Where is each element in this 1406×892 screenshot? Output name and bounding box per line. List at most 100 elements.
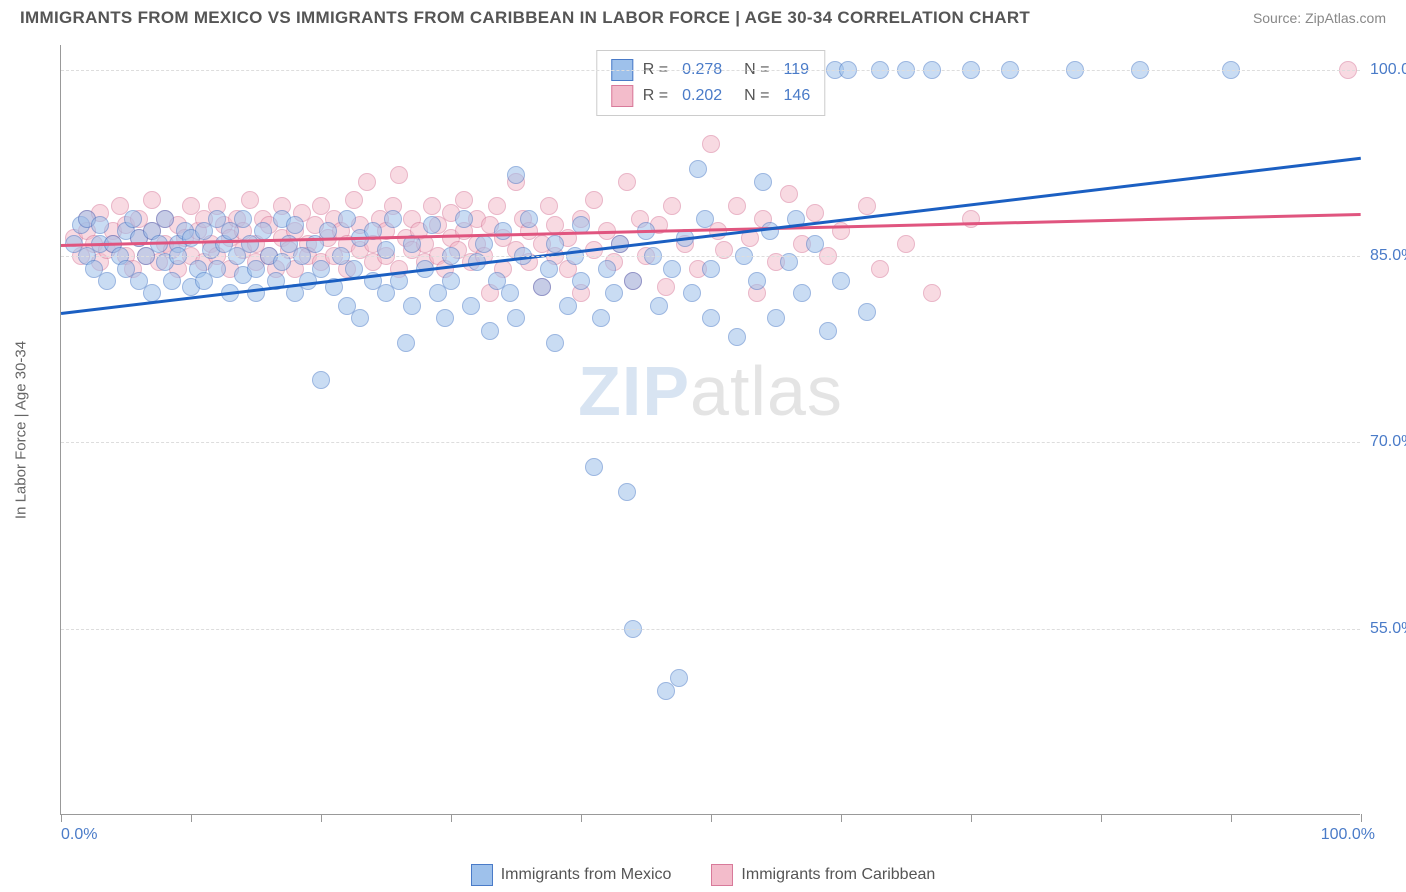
data-point [858, 197, 876, 215]
legend-label: Immigrants from Caribbean [741, 866, 935, 884]
data-point [663, 260, 681, 278]
data-point [670, 669, 688, 687]
data-point [650, 297, 668, 315]
data-point [546, 235, 564, 253]
data-point [423, 197, 441, 215]
data-point [390, 166, 408, 184]
data-point [923, 284, 941, 302]
data-point [488, 197, 506, 215]
legend-item: Immigrants from Caribbean [711, 864, 935, 886]
data-point [501, 284, 519, 302]
data-point [241, 191, 259, 209]
data-point [436, 309, 454, 327]
x-tick [1361, 814, 1362, 822]
data-point [585, 458, 603, 476]
data-point [423, 216, 441, 234]
data-point [592, 309, 610, 327]
data-point [403, 297, 421, 315]
scatter-plot [61, 45, 1360, 814]
chart-title: IMMIGRANTS FROM MEXICO VS IMMIGRANTS FRO… [20, 8, 1030, 28]
data-point [397, 334, 415, 352]
data-point [657, 278, 675, 296]
data-point [806, 204, 824, 222]
x-tick [1231, 814, 1232, 822]
data-point [819, 322, 837, 340]
x-tick [451, 814, 452, 822]
data-point [702, 135, 720, 153]
data-point [91, 216, 109, 234]
data-point [793, 284, 811, 302]
data-point [618, 173, 636, 191]
data-point [832, 272, 850, 290]
data-point [533, 278, 551, 296]
legend-swatch [711, 864, 733, 886]
data-point [358, 173, 376, 191]
data-point [208, 260, 226, 278]
data-point [754, 173, 772, 191]
y-tick-label: 70.0% [1370, 433, 1406, 451]
x-tick [321, 814, 322, 822]
r-label: R = [643, 87, 668, 105]
data-point [455, 191, 473, 209]
data-point [384, 210, 402, 228]
data-point [585, 191, 603, 209]
y-tick-label: 100.0% [1370, 61, 1406, 79]
data-point [345, 260, 363, 278]
data-point [728, 197, 746, 215]
data-point [98, 272, 116, 290]
y-axis-label: In Labor Force | Age 30-34 [13, 340, 30, 518]
data-point [234, 210, 252, 228]
legend-swatch [611, 85, 633, 107]
x-tick [971, 814, 972, 822]
data-point [559, 297, 577, 315]
data-point [709, 222, 727, 240]
data-point [897, 235, 915, 253]
data-point [143, 191, 161, 209]
data-point [689, 160, 707, 178]
data-point [663, 197, 681, 215]
n-value: 146 [780, 87, 811, 105]
r-value: 0.202 [678, 87, 722, 105]
data-point [455, 210, 473, 228]
legend-item: Immigrants from Mexico [471, 864, 672, 886]
grid-line [61, 442, 1360, 443]
data-point [345, 191, 363, 209]
x-axis-min-label: 0.0% [61, 826, 97, 844]
data-point [124, 210, 142, 228]
data-point [462, 297, 480, 315]
n-label: N = [744, 87, 769, 105]
data-point [696, 210, 714, 228]
data-point [338, 210, 356, 228]
y-tick-label: 85.0% [1370, 247, 1406, 265]
data-point [507, 309, 525, 327]
data-point [858, 303, 876, 321]
data-point [156, 210, 174, 228]
data-point [475, 235, 493, 253]
data-point [351, 309, 369, 327]
data-point [494, 222, 512, 240]
x-tick [711, 814, 712, 822]
x-axis-max-label: 100.0% [1321, 826, 1375, 844]
data-point [683, 284, 701, 302]
data-point [702, 309, 720, 327]
data-point [286, 216, 304, 234]
data-point [507, 166, 525, 184]
data-point [728, 328, 746, 346]
grid-line [61, 256, 1360, 257]
data-point [254, 222, 272, 240]
data-point [572, 272, 590, 290]
data-point [871, 260, 889, 278]
data-point [312, 260, 330, 278]
data-point [163, 272, 181, 290]
data-point [540, 260, 558, 278]
data-point [618, 483, 636, 501]
data-point [540, 197, 558, 215]
correlation-legend: R =0.278N =119R =0.202N =146 [596, 50, 825, 116]
x-tick [841, 814, 842, 822]
x-tick [581, 814, 582, 822]
grid-line [61, 70, 1360, 71]
x-tick [61, 814, 62, 822]
legend-row: R = 0.202 N = 146 [611, 83, 810, 109]
data-point [605, 284, 623, 302]
data-point [624, 272, 642, 290]
